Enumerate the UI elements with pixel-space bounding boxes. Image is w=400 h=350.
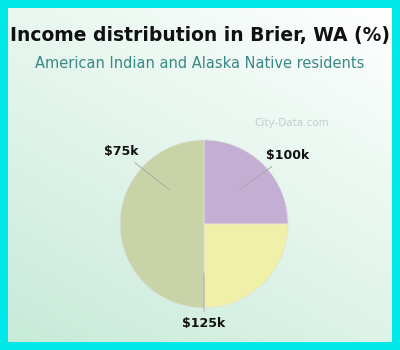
- Text: $125k: $125k: [182, 273, 226, 330]
- Text: City-Data.com: City-Data.com: [255, 118, 329, 127]
- Text: $100k: $100k: [239, 149, 309, 190]
- Wedge shape: [204, 140, 288, 224]
- Wedge shape: [120, 140, 204, 308]
- Text: American Indian and Alaska Native residents: American Indian and Alaska Native reside…: [35, 56, 365, 70]
- Wedge shape: [204, 224, 288, 308]
- Text: $75k: $75k: [104, 145, 169, 190]
- Text: Income distribution in Brier, WA (%): Income distribution in Brier, WA (%): [10, 26, 390, 44]
